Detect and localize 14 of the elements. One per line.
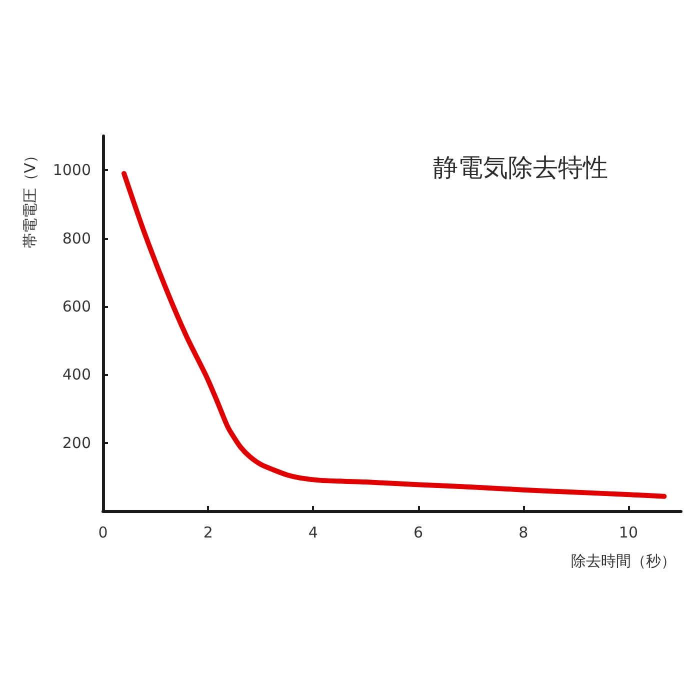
- x-tick-label: 8: [518, 524, 528, 542]
- text: 静電気除去特性: [433, 153, 608, 182]
- y-tick-label: 400: [62, 366, 91, 384]
- y-tick-label: 200: [62, 434, 91, 452]
- x-tick-label: 2: [203, 524, 213, 542]
- x-tick-label: 10: [618, 524, 638, 542]
- x-tick-label: 0: [98, 524, 108, 542]
- x-tick-label: 4: [308, 524, 318, 542]
- x-axis-title: 除去時間（秒）: [571, 552, 676, 570]
- x-tick-label: 6: [414, 524, 424, 542]
- y-axis-title: 帯電電圧（V）: [21, 148, 39, 248]
- y-tick-label: 1000: [52, 161, 91, 180]
- y-tick-label: 600: [62, 297, 91, 316]
- y-tick-label: 800: [62, 229, 91, 248]
